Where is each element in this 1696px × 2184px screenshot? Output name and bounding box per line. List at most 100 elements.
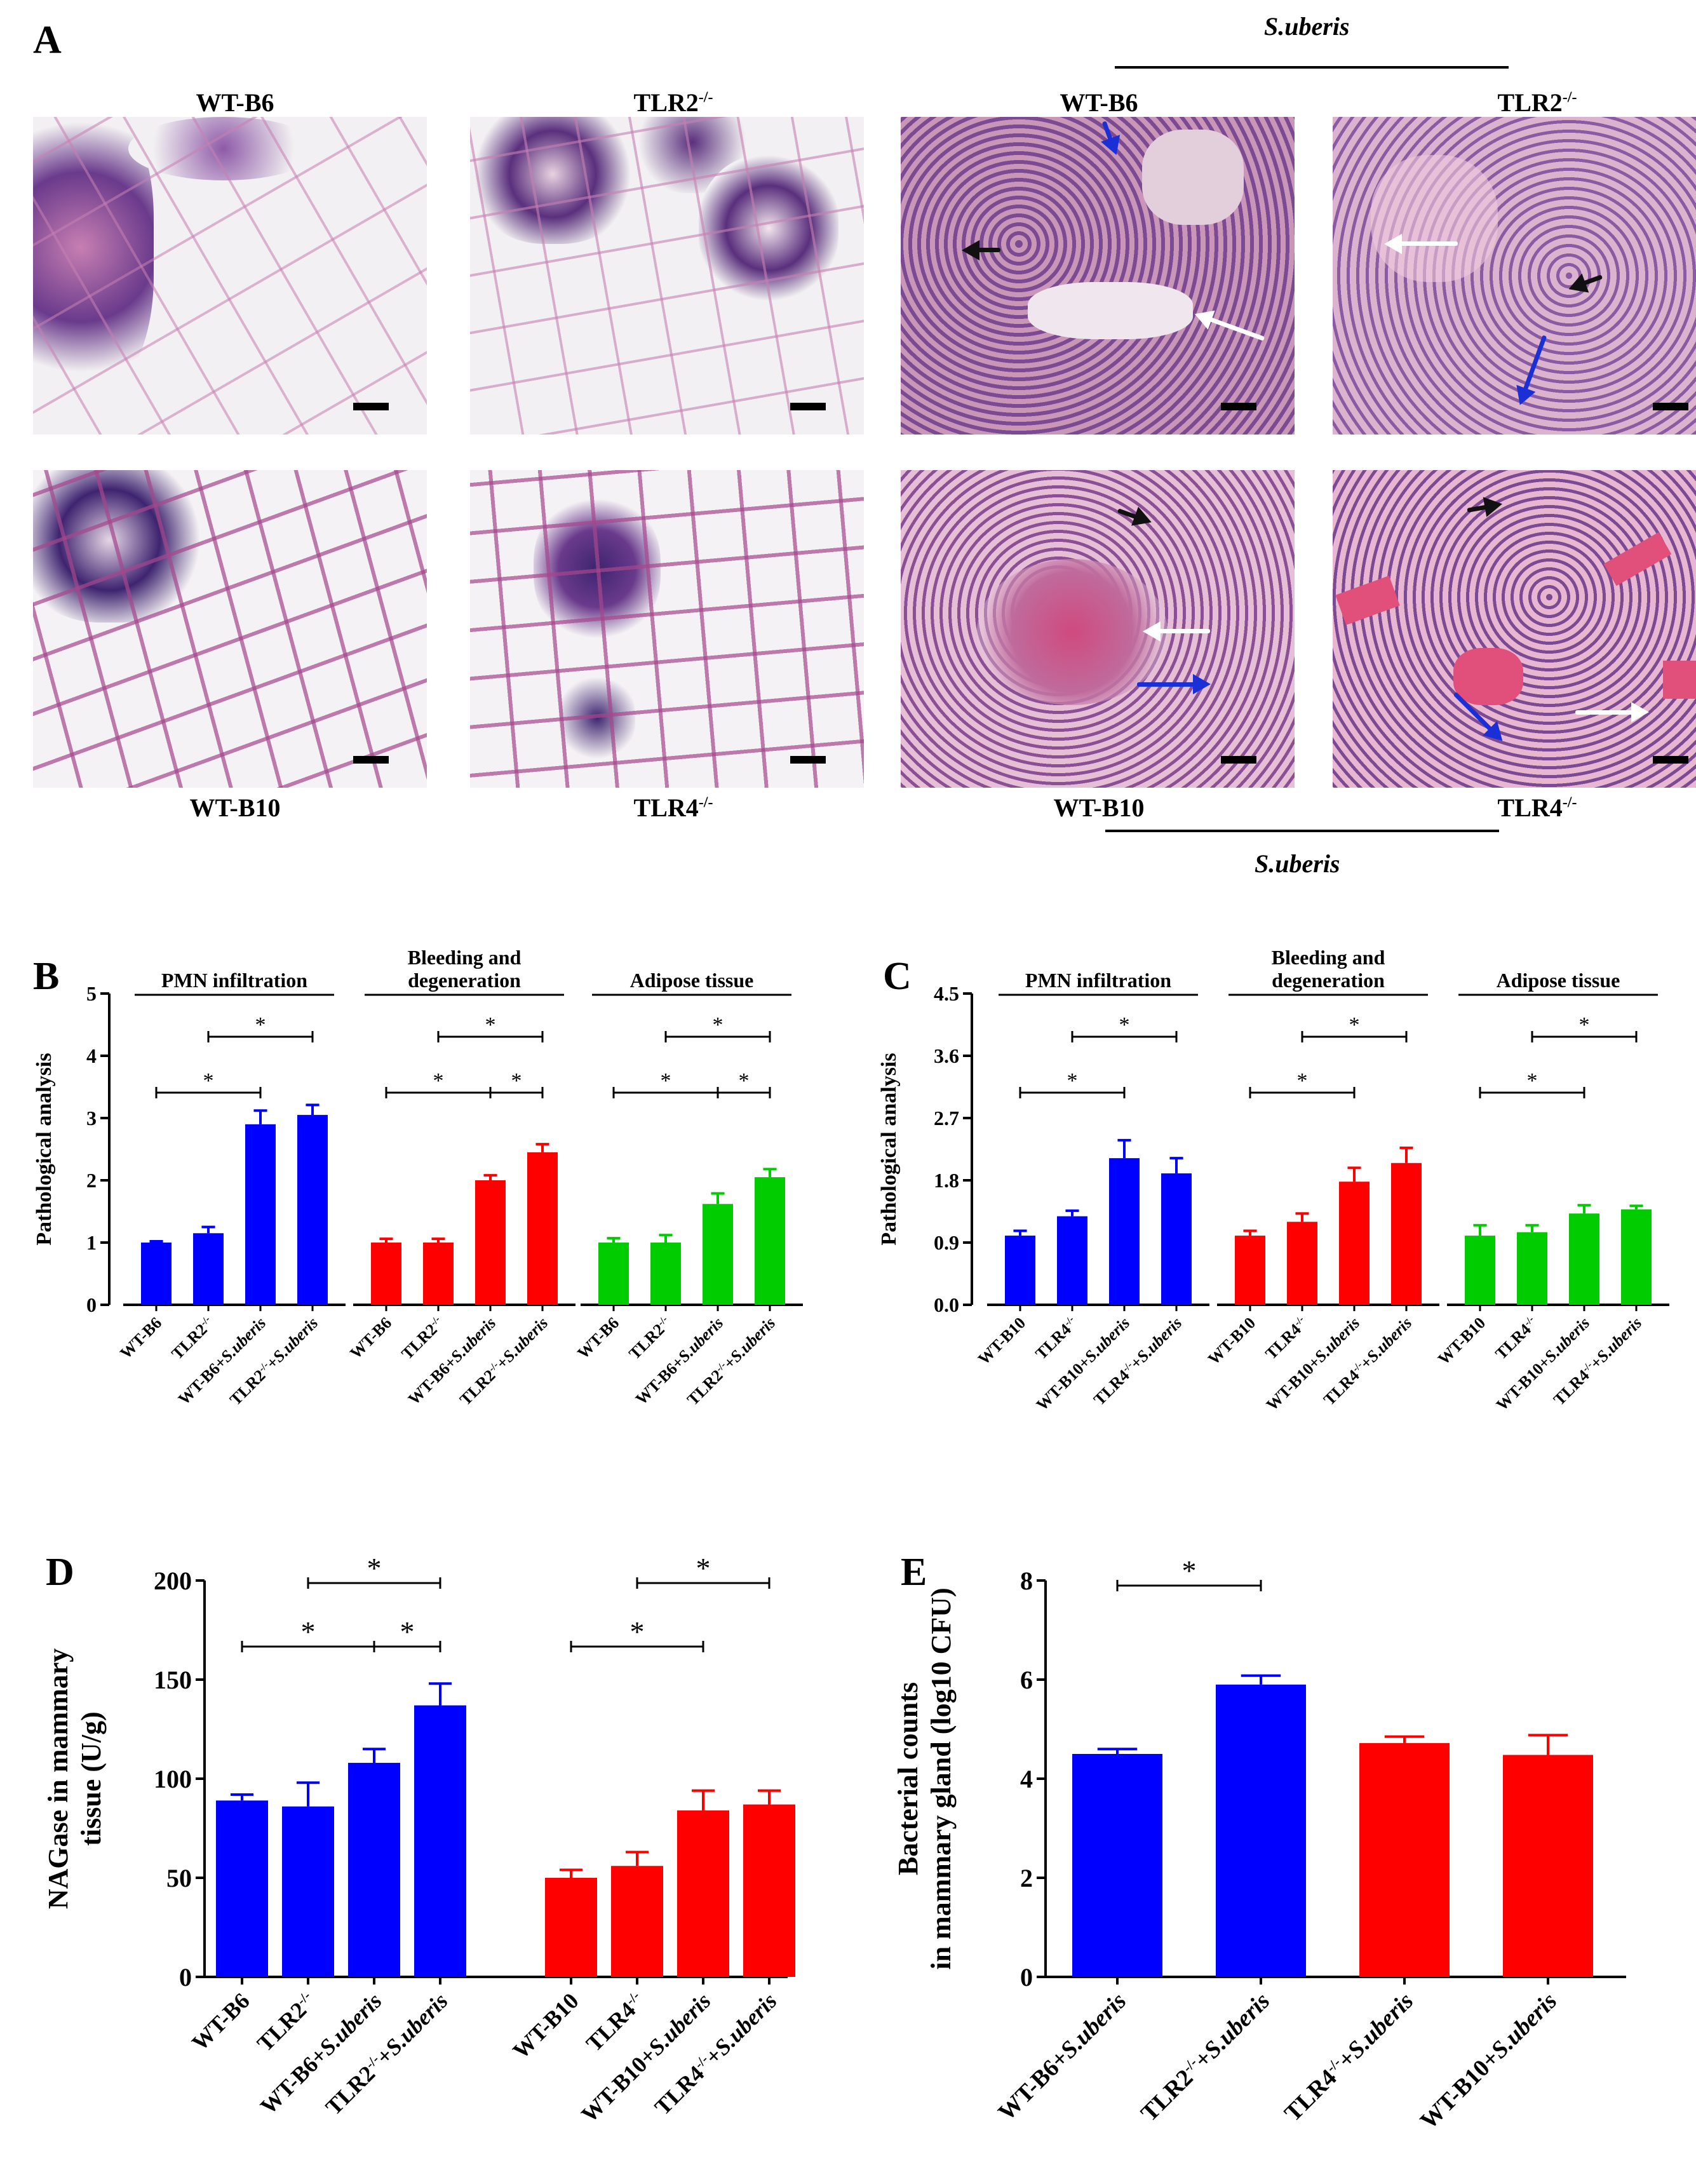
x-tick-label: WT-B6+S.uberis xyxy=(405,1314,499,1408)
x-tick-label: WT-B6+S.uberis xyxy=(632,1314,727,1408)
y-axis-label: Pathological analysis xyxy=(32,1053,56,1245)
scale-bar xyxy=(353,403,389,410)
caption-wt-b10-infected: WT-B10 xyxy=(1053,793,1145,822)
bar xyxy=(545,1878,597,1977)
x-tick-label: WT-B10 xyxy=(1434,1314,1489,1368)
treatment-label-top: S.uberis xyxy=(1264,12,1350,41)
bar xyxy=(141,1243,172,1305)
histology-tlr2-control xyxy=(470,117,864,435)
caption-tlr4-infected: TLR4-/- xyxy=(1497,793,1577,822)
chart-e-bacterial-counts: 0 2 4 6 8 Bacterial counts in mammary gland (l… xyxy=(892,1554,1626,2134)
arrow-black xyxy=(966,248,1000,252)
histology-tlr2-infected xyxy=(1333,117,1696,435)
bar xyxy=(1359,1742,1450,1977)
x-tick-label: TLR2-/- xyxy=(398,1314,447,1363)
significance-star: * xyxy=(739,1069,750,1093)
significance-star: * xyxy=(1349,1013,1360,1037)
y-tick-label: 8 xyxy=(1020,1567,1033,1595)
panel-label-c: C xyxy=(883,955,912,998)
x-tick-label: TLR2-/-+S.uberis xyxy=(456,1314,551,1409)
x-tick-label: TLR4-/- xyxy=(1491,1314,1541,1363)
bar xyxy=(1057,1216,1087,1305)
significance-star: * xyxy=(1119,1013,1130,1037)
panel-label-b: B xyxy=(33,955,60,998)
arrow-blue xyxy=(1137,674,1211,694)
y-tick-label: 5 xyxy=(86,982,97,1005)
x-tick-label: TLR2-/-+S.uberis xyxy=(226,1314,321,1409)
caption-tlr4-control: TLR4-/- xyxy=(633,793,713,822)
bar xyxy=(611,1866,663,1977)
x-tick-label: WT-B10 xyxy=(974,1314,1029,1368)
significance-star: * xyxy=(696,1552,711,1584)
y-tick-label: 6 xyxy=(1020,1666,1033,1694)
scale-bar xyxy=(1221,756,1256,764)
bar xyxy=(598,1243,629,1305)
x-tick-label: TLR4-/-+S.uberis xyxy=(1279,1987,1418,2126)
bar xyxy=(423,1243,454,1305)
bar xyxy=(245,1124,276,1305)
bar xyxy=(650,1243,681,1305)
x-tick-label: TLR4-/-+S.uberis xyxy=(1550,1314,1645,1409)
significance-star: * xyxy=(255,1013,266,1037)
bar xyxy=(475,1180,506,1305)
significance-star: * xyxy=(661,1069,671,1093)
significance-star: * xyxy=(367,1552,382,1584)
significance-star: * xyxy=(1579,1013,1590,1037)
x-tick-label: TLR2-/- xyxy=(625,1314,675,1363)
x-tick-label: TLR4-/-+S.uberis xyxy=(1320,1314,1415,1409)
treatment-line-bottom xyxy=(1105,830,1499,832)
y-tick-label: 1 xyxy=(86,1231,97,1254)
scale-bar xyxy=(790,403,826,410)
y-axis-label: Bacterial counts xyxy=(892,1682,924,1875)
panel-label-e: E xyxy=(901,1551,927,1594)
group-title: PMN infiltration xyxy=(161,969,307,992)
x-tick-label: WT-B10 xyxy=(1204,1314,1259,1368)
significance-star: * xyxy=(630,1615,645,1648)
x-tick-label: WT-B10 xyxy=(508,1988,583,2063)
x-tick-label: WT-B10+S.uberis xyxy=(1033,1314,1134,1415)
significance-star: * xyxy=(301,1615,316,1648)
bar xyxy=(297,1115,328,1305)
bar xyxy=(1109,1158,1140,1305)
y-tick-label: 0.0 xyxy=(934,1293,959,1316)
y-tick-label: 3 xyxy=(86,1107,97,1129)
y-tick-label: 0 xyxy=(179,1963,192,1992)
bar xyxy=(1005,1236,1035,1305)
bar xyxy=(1235,1236,1265,1305)
y-tick-label: 0 xyxy=(86,1293,97,1316)
group-title: Adipose tissue xyxy=(630,969,754,992)
x-tick-label: WT-B6 xyxy=(574,1314,623,1363)
treatment-line-top xyxy=(1115,66,1509,69)
significance-star: * xyxy=(1527,1069,1538,1093)
y-tick-label: 4 xyxy=(1020,1765,1033,1793)
histology-wt-b6-control xyxy=(33,117,427,435)
y-axis-label: Pathological analysis xyxy=(877,1053,901,1245)
x-tick-label: TLR4-/-+S.uberis xyxy=(650,1988,782,2120)
x-tick-label: WT-B10+S.uberis xyxy=(1263,1314,1364,1415)
bar xyxy=(1503,1755,1593,1977)
y-tick-label: 0 xyxy=(1020,1963,1033,1992)
histology-tlr4-control xyxy=(470,470,864,788)
x-tick-label: TLR2-/- xyxy=(168,1314,217,1363)
panel-label-a: A xyxy=(33,18,62,62)
x-tick-label: TLR2-/-+S.uberis xyxy=(1136,1987,1275,2126)
group-title: degeneration xyxy=(408,969,521,992)
bar xyxy=(1216,1684,1306,1977)
y-tick-label: 0.9 xyxy=(934,1231,959,1254)
x-tick-label: WT-B6+S.uberis xyxy=(255,1988,387,2119)
caption-wt-b6-control: WT-B6 xyxy=(196,88,274,117)
significance-star: * xyxy=(400,1615,415,1648)
y-tick-label: 50 xyxy=(166,1864,192,1892)
x-tick-label: TLR4-/- xyxy=(1262,1314,1311,1363)
y-axis-label: in mammary gland (log10 CFU) xyxy=(925,1587,957,1969)
significance-star: * xyxy=(713,1013,723,1037)
panel-label-d: D xyxy=(46,1551,74,1594)
bar xyxy=(414,1705,466,1977)
significance-star: * xyxy=(1297,1069,1308,1093)
y-tick-label: 1.8 xyxy=(934,1169,959,1192)
y-tick-label: 4.5 xyxy=(934,982,959,1005)
chart-c-pathology-tlr4: 0.0 0.9 1.8 2.7 3.6 4.5 Pathological analysis W… xyxy=(877,946,1669,1415)
histology-wt-b10-infected xyxy=(901,470,1295,788)
x-tick-label: WT-B6+S.uberis xyxy=(175,1314,269,1408)
